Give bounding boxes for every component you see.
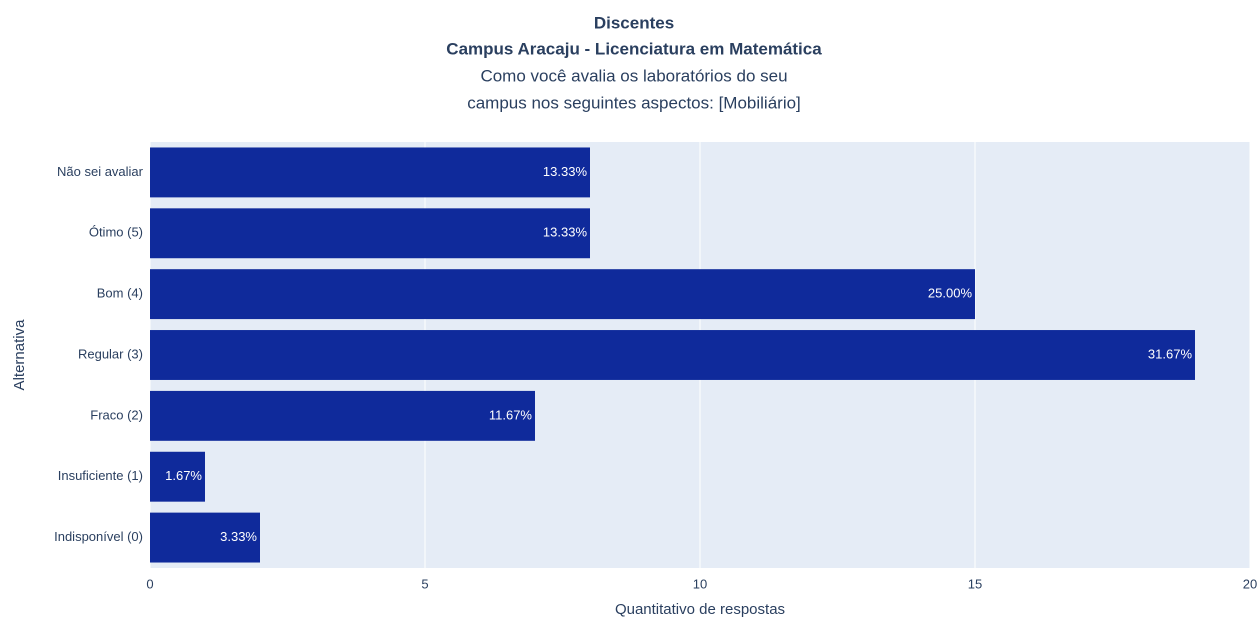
bar [150,330,1195,380]
value-label: 3.33% [220,529,257,544]
bar [150,269,975,320]
bar [150,390,535,441]
value-label: 25.00% [928,286,973,301]
value-label: 1.67% [165,468,202,483]
chart-subtitle: campus nos seguintes aspectos: [Mobiliár… [467,93,801,112]
y-tick-label: Ótimo (5) [89,225,143,240]
x-tick-label: 10 [693,576,707,591]
bar [150,208,590,259]
y-tick-label: Regular (3) [78,346,143,361]
value-label: 11.67% [489,407,533,422]
y-tick-label: Indisponível (0) [54,529,143,544]
x-tick-label: 5 [421,576,428,591]
bar [150,451,205,502]
value-label: 13.33% [543,164,588,179]
chart-title: Discentes [594,13,674,32]
x-tick-label: 15 [968,576,982,591]
y-tick-label: Fraco (2) [90,407,143,422]
y-tick-label: Insuficiente (1) [58,468,143,483]
chart-title: Campus Aracaju - Licenciatura em Matemát… [446,39,822,58]
bar [150,512,260,563]
chart-subtitle: Como você avalia os laboratórios do seu [480,66,787,85]
value-label: 31.67% [1148,346,1193,361]
value-label: 13.33% [543,225,588,240]
y-tick-label: Não sei avaliar [57,164,144,179]
y-axis-label: Alternativa [11,319,28,391]
x-tick-label: 20 [1243,576,1257,591]
y-tick-label: Bom (4) [97,286,143,301]
x-tick-label: 0 [146,576,153,591]
bar [150,147,590,198]
x-axis-label: Quantitativo de respostas [615,601,785,618]
